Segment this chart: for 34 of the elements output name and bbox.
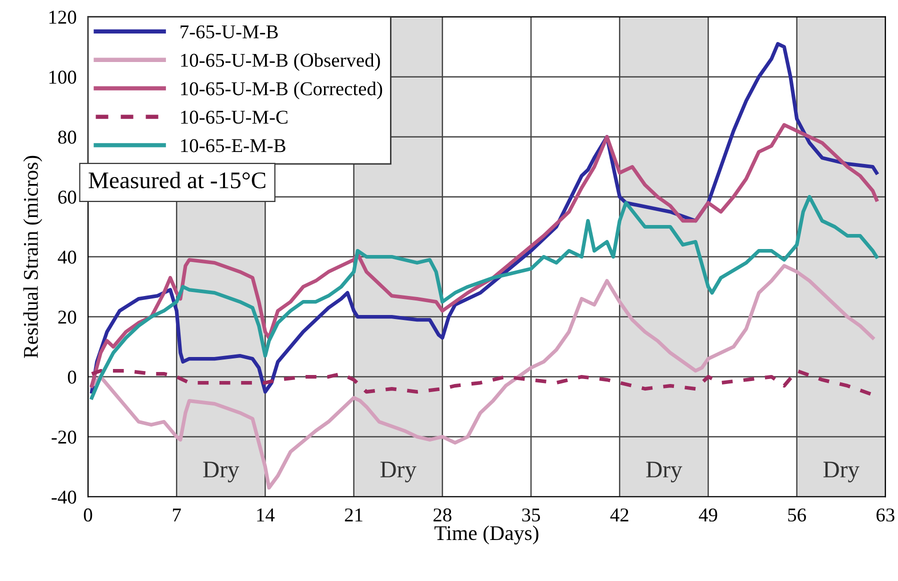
x-tick-label: 35	[522, 508, 540, 522]
legend-label: 10-65-U-M-B (Corrected)	[181, 82, 382, 100]
line-series	[90, 264, 875, 490]
band-label: Dry	[646, 462, 682, 482]
band-label: Dry	[203, 462, 240, 482]
x-tick-label: 21	[344, 508, 362, 522]
y-tick-label: 120	[49, 10, 76, 24]
y-tick-label: 0	[68, 370, 76, 384]
x-tick-label: 63	[876, 508, 894, 522]
legend-label: 7-65-U-M-B	[180, 25, 278, 38]
x-tick-label: 42	[610, 508, 628, 522]
x-tick-label: 49	[698, 508, 718, 522]
y-tick-label: 100	[49, 70, 76, 84]
y-axis-title: Residual Strain (micros)	[23, 156, 42, 358]
x-axis-title: Time (Days)	[434, 526, 538, 544]
legend-label: 10-65-U-M-C	[181, 110, 288, 124]
y-tick-label: 80	[58, 130, 76, 144]
legend-label: 10-65-E-M-B	[181, 139, 286, 152]
y-tick-label: 60	[58, 190, 76, 204]
band-label: Dry	[380, 462, 416, 482]
x-tick-label: 0	[84, 508, 92, 522]
line-series	[90, 123, 878, 388]
annotation: Measured at -15°C	[88, 172, 266, 188]
band-label: Dry	[823, 462, 860, 482]
x-tick-label: 56	[788, 508, 806, 522]
y-tick-label: -40	[52, 490, 76, 504]
y-tick-label: 20	[58, 310, 76, 324]
y-tick-label: 40	[58, 250, 76, 264]
y-tick-label: -20	[52, 430, 76, 444]
x-tick-label: 28	[434, 508, 452, 522]
x-tick-label: 14	[257, 508, 275, 522]
x-tick-label: 7	[173, 508, 181, 522]
legend-label: 10-65-U-M-B (Observed)	[181, 53, 380, 71]
line-series	[90, 195, 878, 400]
